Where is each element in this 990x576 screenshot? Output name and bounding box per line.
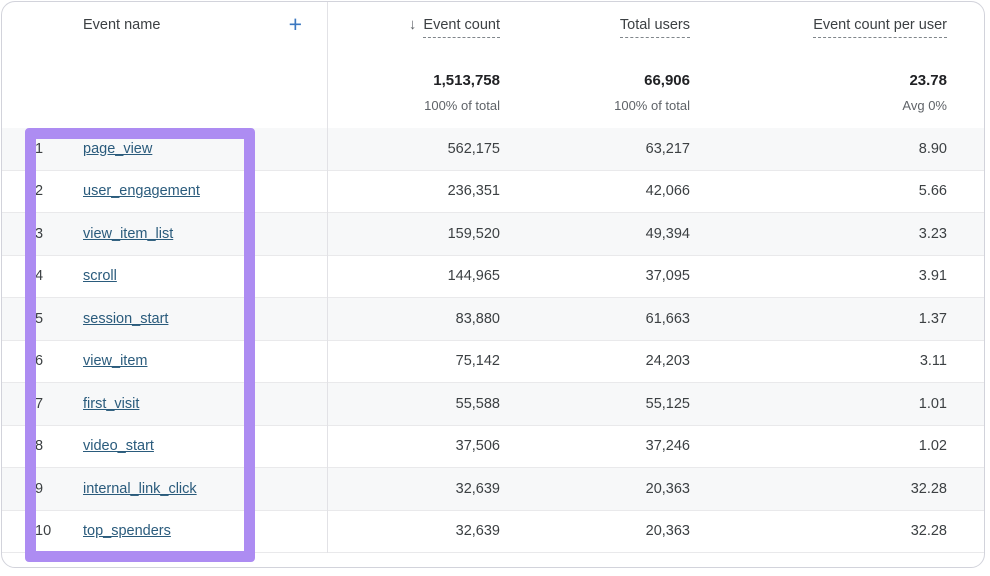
table-row: 2 user_engagement 236,351 42,066 5.66	[2, 171, 984, 213]
event-name-link[interactable]: user_engagement	[83, 183, 200, 200]
event-name-link[interactable]: session_start	[83, 310, 169, 327]
column-divider	[327, 2, 328, 553]
row-rank: 1	[35, 140, 44, 157]
total-users-cell: 55,125	[645, 395, 690, 412]
event-name-link[interactable]: top_spenders	[83, 523, 171, 540]
total-users-total-note: 100% of total	[614, 98, 690, 113]
total-users-cell: 63,217	[645, 140, 690, 157]
event-count-header-cell: ↓ Event count	[327, 16, 500, 38]
table-row: 3 view_item_list 159,520 49,394 3.23	[2, 213, 984, 256]
per-user-cell: 32.28	[910, 523, 947, 540]
event-name-cell: 6 view_item	[2, 353, 327, 369]
total-users-cell: 37,246	[645, 438, 690, 455]
per-user-cell: 8.90	[918, 140, 947, 157]
event-name-cell: 2 user_engagement	[2, 183, 327, 199]
event-count-cell: 32,639	[455, 523, 500, 540]
column-header-event-count-per-user[interactable]: Event count per user	[813, 17, 947, 38]
total-users-cell: 20,363	[645, 523, 690, 540]
table-header: Event name + ↓ Event count Total users Ev…	[2, 2, 984, 128]
column-header-event-count[interactable]: Event count	[423, 17, 500, 38]
per-user-cell: 3.23	[918, 225, 947, 242]
per-user-cell: 5.66	[918, 183, 947, 200]
event-name-link[interactable]: page_view	[83, 140, 153, 157]
per-user-header-cell: Event count per user	[690, 16, 947, 38]
table-row: 7 first_visit 55,588 55,125 1.01	[2, 383, 984, 426]
table-row: 10 top_spenders 32,639 20,363 32.28	[2, 511, 984, 553]
event-count-cell: 236,351	[447, 183, 500, 200]
table-row: 9 internal_link_click 32,639 20,363 32.2…	[2, 468, 984, 511]
per-user-cell: 3.11	[919, 353, 947, 370]
event-name-link[interactable]: video_start	[83, 438, 154, 455]
event-name-cell: 9 internal_link_click	[2, 481, 327, 497]
table-row: 4 scroll 144,965 37,095 3.91	[2, 256, 984, 298]
event-count-cell: 144,965	[447, 268, 500, 285]
event-count-cell: 83,880	[455, 310, 500, 327]
dimension-header-cell: Event name +	[2, 11, 327, 37]
total-users-cell: 61,663	[645, 310, 690, 327]
event-name-cell: 3 view_item_list	[2, 226, 327, 242]
event-count-cell: 75,142	[455, 353, 500, 370]
row-rank: 4	[35, 268, 44, 285]
event-name-cell: 10 top_spenders	[2, 523, 327, 539]
event-count-cell: 159,520	[447, 225, 500, 242]
table-row: 1 page_view 562,175 63,217 8.90	[2, 128, 984, 171]
event-name-link[interactable]: scroll	[83, 268, 117, 285]
event-count-cell: 37,506	[455, 438, 500, 455]
per-user-total-note: Avg 0%	[902, 98, 947, 113]
total-users-header-cell: Total users	[500, 16, 690, 38]
event-name-cell: 5 session_start	[2, 311, 327, 327]
row-rank: 2	[35, 183, 44, 200]
per-user-total: 23.78	[909, 72, 947, 89]
row-rank: 6	[35, 353, 44, 370]
sort-descending-icon: ↓	[408, 16, 417, 33]
row-rank: 3	[35, 225, 44, 242]
total-users-cell: 42,066	[645, 183, 690, 200]
event-name-link[interactable]: first_visit	[83, 395, 140, 412]
per-user-cell: 3.91	[918, 268, 947, 285]
event-name-cell: 1 page_view	[2, 141, 327, 157]
row-rank: 7	[35, 395, 44, 412]
totals-row: 1,513,758 100% of total 66,906 100% of t…	[2, 72, 984, 113]
total-users-total: 66,906	[644, 72, 690, 89]
event-name-column-header[interactable]: Event name	[83, 17, 161, 33]
row-rank: 5	[35, 310, 44, 327]
per-user-cell: 32.28	[910, 480, 947, 497]
event-count-cell: 32,639	[455, 480, 500, 497]
table-row: 8 video_start 37,506 37,246 1.02	[2, 426, 984, 468]
per-user-cell: 1.01	[918, 395, 947, 412]
total-users-cell: 24,203	[645, 353, 690, 370]
table-row: 5 session_start 83,880 61,663 1.37	[2, 298, 984, 341]
events-table-card: Event name + ↓ Event count Total users Ev…	[1, 1, 985, 568]
event-name-cell: 4 scroll	[2, 268, 327, 284]
event-count-total-note: 100% of total	[424, 98, 500, 113]
event-name-link[interactable]: internal_link_click	[83, 480, 197, 497]
column-header-total-users[interactable]: Total users	[619, 17, 690, 38]
event-name-link[interactable]: view_item_list	[83, 225, 174, 242]
event-count-total: 1,513,758	[433, 72, 500, 89]
per-user-cell: 1.37	[918, 310, 947, 327]
event-count-cell: 562,175	[447, 140, 500, 157]
total-users-cell: 37,095	[645, 268, 690, 285]
row-rank: 9	[35, 480, 44, 497]
event-count-cell: 55,588	[455, 395, 500, 412]
add-column-icon[interactable]: +	[288, 11, 302, 37]
table-body: 1 page_view 562,175 63,217 8.90 2 user_e…	[2, 128, 984, 553]
event-name-link[interactable]: view_item	[83, 353, 148, 370]
per-user-cell: 1.02	[918, 438, 947, 455]
event-name-cell: 8 video_start	[2, 438, 327, 454]
row-rank: 8	[35, 438, 44, 455]
event-name-cell: 7 first_visit	[2, 396, 327, 412]
total-users-cell: 49,394	[645, 225, 690, 242]
total-users-cell: 20,363	[645, 480, 690, 497]
row-rank: 10	[35, 523, 52, 540]
table-row: 6 view_item 75,142 24,203 3.11	[2, 341, 984, 383]
